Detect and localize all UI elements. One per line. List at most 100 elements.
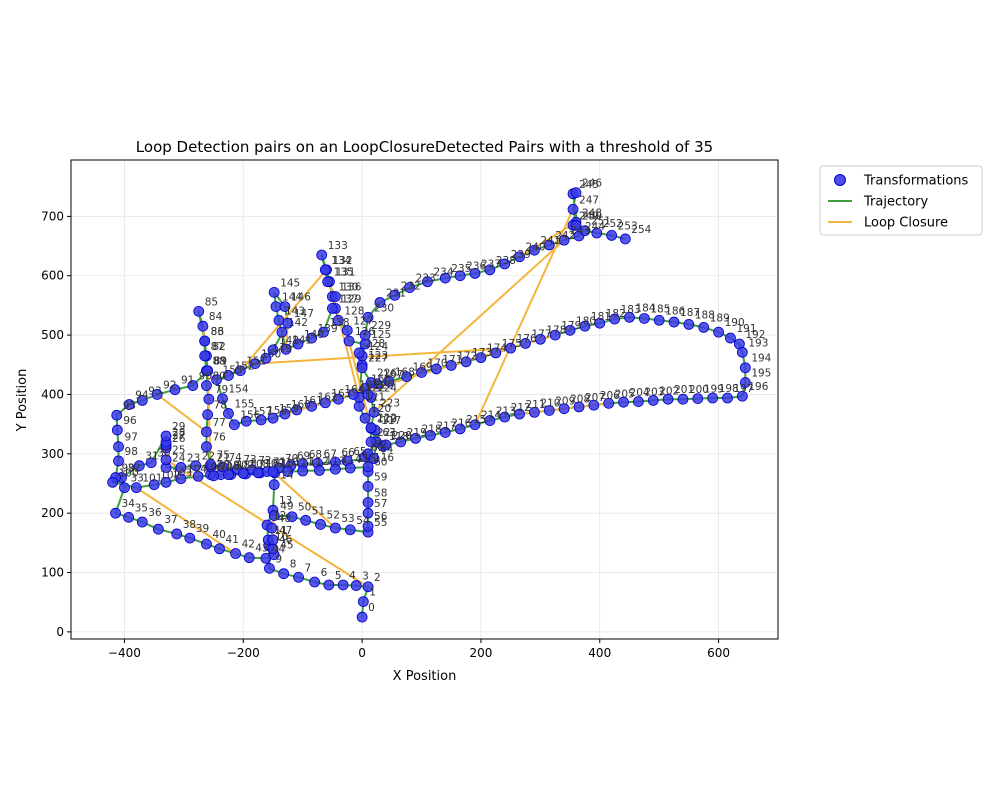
- transformation-point: [337, 579, 349, 591]
- point-index-label: 224: [377, 382, 397, 394]
- point-index-label: 181: [591, 311, 611, 323]
- transformation-point: [579, 225, 591, 237]
- point-index-label: 8: [290, 559, 297, 571]
- point-index-label: 137: [338, 293, 358, 305]
- plot-frame: [70, 159, 779, 640]
- transformation-point: [286, 511, 298, 523]
- transformation-point: [454, 423, 466, 435]
- point-index-label: 174: [487, 343, 507, 355]
- x-axis-label: X Position: [393, 669, 457, 684]
- point-index-label: 67: [324, 448, 337, 460]
- transformation-point: [662, 393, 674, 405]
- point-index-label: 141: [292, 334, 312, 346]
- point-index-label: 42: [242, 539, 255, 551]
- loop-closure-line: [156, 393, 208, 433]
- point-index-label: 213: [496, 406, 516, 418]
- transformation-point: [469, 267, 481, 279]
- transformation-point: [543, 239, 555, 251]
- point-index-label: 197: [734, 383, 754, 395]
- transformation-point: [529, 406, 540, 418]
- transformation-point: [362, 520, 374, 532]
- transformation-point: [573, 401, 585, 413]
- point-index-label: 113: [325, 455, 345, 467]
- transformation-point: [192, 470, 204, 482]
- point-index-label: 3: [362, 571, 369, 583]
- transformation-point: [201, 441, 212, 453]
- point-index-label: 161: [303, 395, 323, 407]
- transformation-point: [202, 365, 214, 377]
- point-index-label: 32: [128, 463, 141, 475]
- point-index-label: 14: [280, 470, 294, 482]
- transformation-point: [279, 301, 291, 313]
- transformation-point: [359, 412, 371, 424]
- transformation-point: [356, 611, 368, 623]
- point-index-label: 45: [280, 540, 293, 552]
- transformation-point: [171, 528, 183, 540]
- point-index-label: 28: [172, 427, 185, 439]
- transformation-point: [249, 358, 261, 369]
- transformation-point: [357, 596, 369, 608]
- point-index-label: 149: [272, 343, 292, 355]
- transformation-point: [145, 457, 157, 469]
- transformation-point: [205, 459, 217, 470]
- point-index-label: 27: [172, 430, 185, 442]
- transformation-point: [609, 313, 621, 325]
- point-index-label: 111: [294, 457, 314, 469]
- point-index-label: 221: [377, 427, 397, 439]
- point-index-label: 56: [374, 511, 388, 523]
- transformation-point: [359, 329, 371, 341]
- transformation-point: [460, 356, 472, 368]
- transformation-point: [123, 511, 135, 523]
- transformation-point: [570, 219, 582, 231]
- point-index-label: 158: [267, 405, 287, 417]
- point-index-label: 41: [226, 534, 239, 546]
- point-index-label: 244: [585, 221, 605, 233]
- legend-label-transformations: Transformations: [863, 174, 969, 189]
- y-axis-ticks: 0 100 200 300 400 500 600 700: [41, 209, 71, 639]
- point-index-label: 21: [217, 452, 230, 464]
- y-tick-label: 300: [41, 447, 64, 461]
- point-index-label: 246: [582, 178, 602, 190]
- point-index-label: 110: [279, 457, 299, 469]
- point-index-label: 202: [659, 385, 679, 397]
- transformation-point: [175, 473, 187, 485]
- point-index-label: 220: [392, 430, 412, 442]
- point-index-label: 203: [644, 387, 664, 399]
- transformation-point: [306, 332, 318, 344]
- point-index-label: 23: [187, 452, 200, 464]
- point-index-label: 12: [273, 510, 286, 522]
- point-index-label: 230: [374, 302, 394, 314]
- point-index-label: 243: [570, 225, 590, 237]
- point-index-label: 168: [395, 366, 415, 378]
- transformation-point: [223, 370, 234, 381]
- x-tick-label: 600: [707, 646, 730, 660]
- transformation-point: [368, 453, 380, 464]
- point-index-label: 179: [561, 320, 581, 332]
- point-index-label: 9: [275, 553, 282, 565]
- point-index-label: 108: [249, 458, 269, 470]
- transformation-point: [567, 203, 579, 215]
- point-index-label: 81: [214, 356, 227, 368]
- transformation-point: [300, 514, 312, 526]
- transformation-point: [130, 482, 142, 494]
- transformation-point: [362, 481, 374, 492]
- transformation-points: [107, 187, 751, 623]
- transformation-point: [327, 302, 338, 314]
- point-index-label: 70: [285, 453, 298, 465]
- transformation-point: [365, 422, 377, 434]
- transformation-point: [282, 466, 294, 478]
- point-index-label: 201: [674, 384, 694, 396]
- transformation-point: [268, 510, 280, 521]
- transformation-point: [653, 314, 665, 326]
- transformation-point: [558, 234, 570, 246]
- point-index-label: 64: [380, 444, 394, 456]
- transformation-point: [217, 393, 228, 405]
- point-index-label: 19: [227, 460, 240, 472]
- point-index-label: 148: [279, 335, 299, 347]
- point-index-label: 193: [748, 337, 768, 349]
- point-index-label: 183: [621, 304, 641, 316]
- point-index-label: 144: [282, 292, 302, 304]
- point-index-label: 207: [585, 392, 605, 404]
- point-index-label: 209: [555, 395, 575, 407]
- transformation-point: [223, 408, 234, 419]
